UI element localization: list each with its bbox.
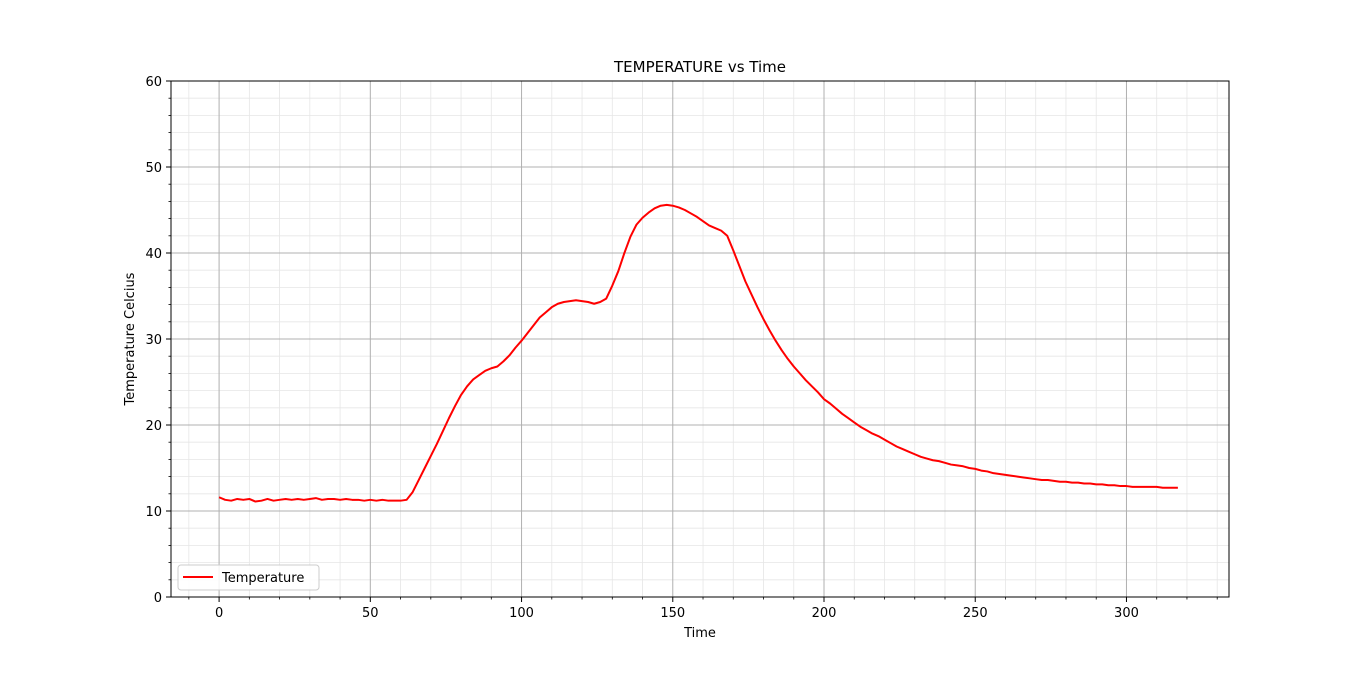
series-line-temperature — [218, 203, 1178, 503]
y-tick-label: 40 — [145, 247, 162, 262]
y-tick-label: 0 — [154, 591, 162, 606]
legend-box — [177, 564, 320, 591]
y-tick-label: 10 — [145, 505, 162, 520]
y-tick-label: 60 — [145, 75, 162, 90]
x-tick-label: 50 — [362, 606, 379, 621]
legend: Temperature — [177, 564, 320, 591]
y-tick-label: 30 — [145, 333, 162, 348]
y-tick-label: 20 — [145, 419, 162, 434]
x-axis-ticks: 0 50 100 150 200 250 300 — [188, 597, 1218, 621]
series-layer — [218, 203, 1178, 503]
chart-title: TEMPERATURE vs Time — [613, 58, 786, 76]
y-axis-label: Temperature Celcius — [123, 272, 138, 406]
x-tick-label: 300 — [1114, 606, 1139, 621]
x-tick-label: 0 — [215, 606, 223, 621]
x-tick-label: 150 — [660, 606, 685, 621]
x-axis-label: Time — [683, 626, 716, 641]
y-tick-label: 50 — [145, 161, 162, 176]
y-axis-ticks: 0 10 20 30 40 50 60 — [145, 75, 171, 606]
legend-label-temperature: Temperature — [221, 571, 304, 586]
x-tick-label: 200 — [812, 606, 837, 621]
x-tick-label: 250 — [963, 606, 988, 621]
x-tick-label: 100 — [509, 606, 534, 621]
